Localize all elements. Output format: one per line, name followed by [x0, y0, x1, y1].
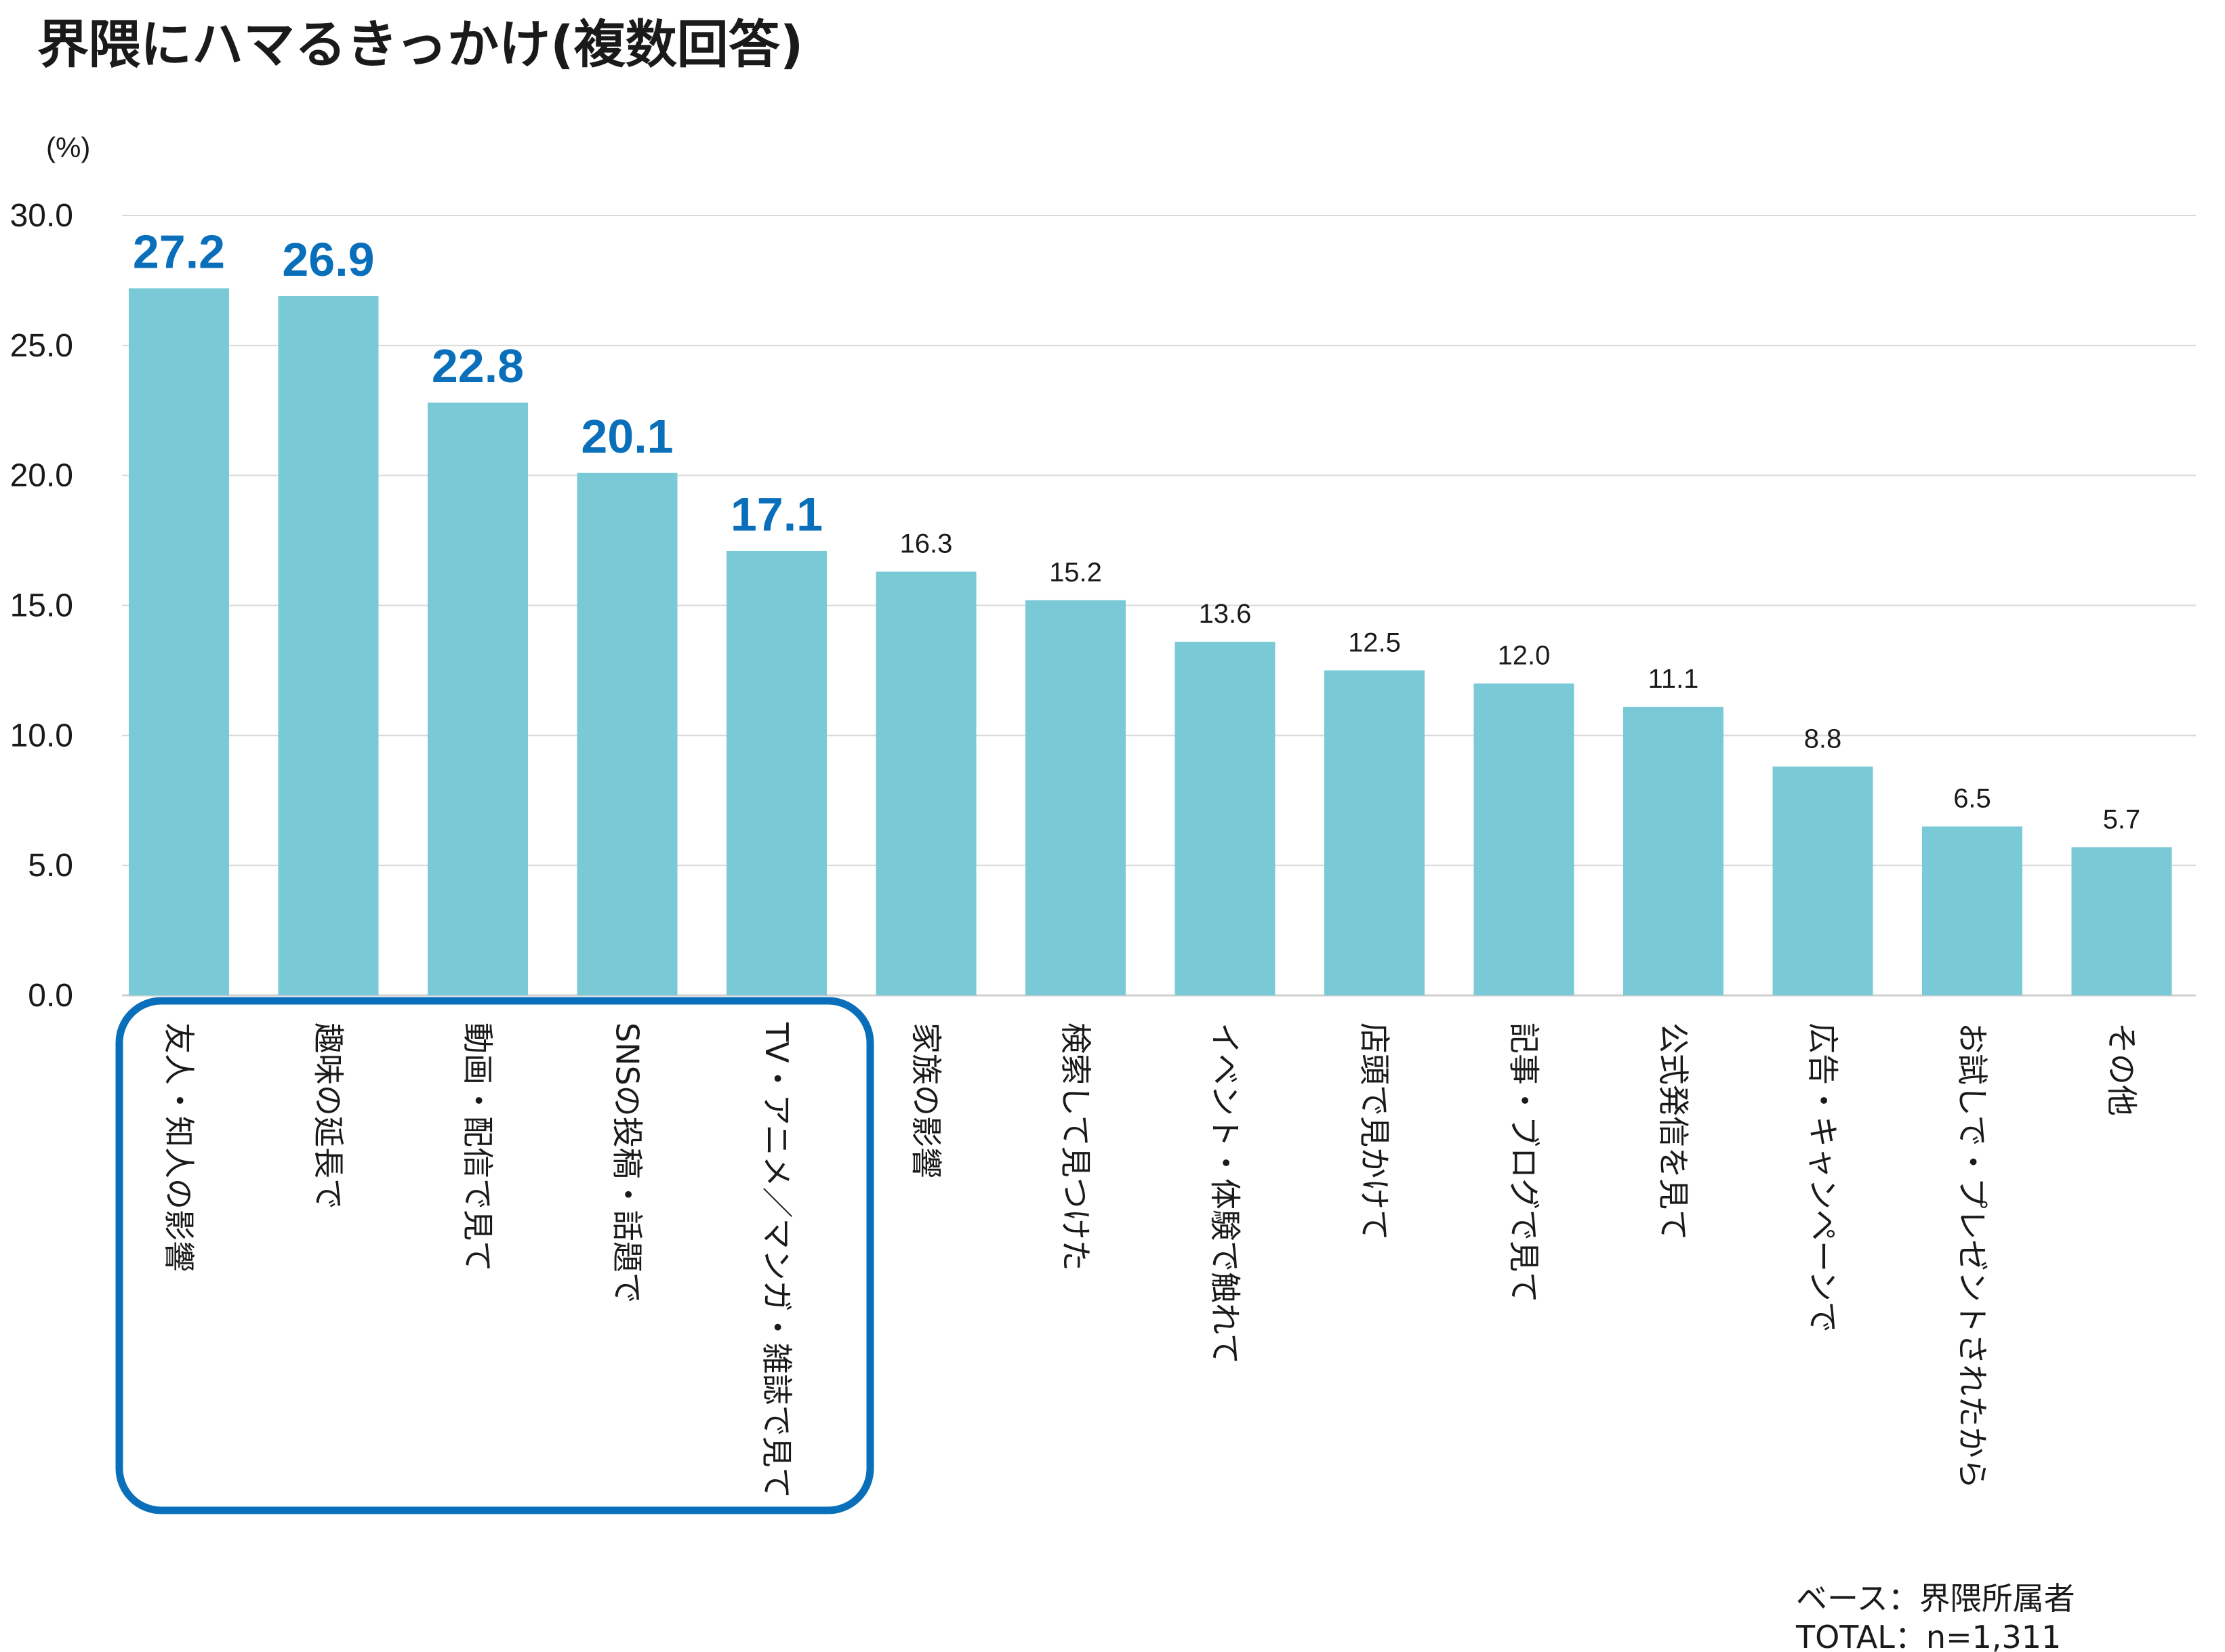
value-labels: 27.2 26.9 22.8 20.1 17.1 16.3 15.2 13.6 12.5 12.0…: [133, 225, 2140, 834]
bar: [577, 472, 678, 995]
footnote-base: ベース：界隈所属者: [1796, 1580, 2075, 1617]
category-label: 広告・キャンペーンで: [1805, 1023, 1841, 1333]
value-label-highlight: 20.1: [581, 410, 673, 463]
bar: [1772, 766, 1873, 995]
value-label: 13.6: [1199, 599, 1252, 629]
value-label: 12.5: [1348, 627, 1401, 657]
value-label: 11.1: [1648, 664, 1699, 694]
category-label: 趣味の延長で: [310, 1023, 347, 1210]
y-axis-unit: (%): [46, 131, 90, 163]
bar: [1623, 707, 1723, 995]
category-label: 店頭で見かけて: [1356, 1023, 1393, 1241]
value-label-highlight: 17.1: [731, 488, 823, 541]
category-label: 検索して見つけた: [1057, 1023, 1094, 1271]
y-tick-label: 5.0: [28, 848, 73, 884]
bar: [1473, 683, 1574, 995]
y-tick-label: 10.0: [10, 718, 73, 753]
y-tick-label: 20.0: [10, 458, 73, 494]
value-label: 12.0: [1498, 641, 1551, 671]
chart-title: 界隈にハマるきっかけ(複数回答): [37, 14, 803, 75]
y-axis-ticks: 0.0 5.0 10.0 15.0 20.0 25.0 30.0: [10, 198, 73, 1014]
bar: [876, 571, 977, 995]
category-label: イベント・体験で触れて: [1207, 1023, 1244, 1365]
category-label: 家族の影響: [908, 1023, 945, 1178]
bars: [129, 288, 2172, 996]
value-label: 8.8: [1804, 724, 1842, 753]
bar: [1025, 600, 1126, 995]
bar: [1324, 670, 1425, 995]
footnote-total: TOTAL：n=1,311: [1795, 1619, 2061, 1652]
value-label-highlight: 22.8: [432, 339, 524, 392]
category-label: 動画・配信で見て: [460, 1023, 496, 1272]
y-tick-label: 15.0: [10, 588, 73, 624]
category-label: お試しで・プレゼントされたから: [1954, 1023, 1991, 1489]
bar: [428, 402, 528, 995]
value-label: 6.5: [1953, 784, 1991, 814]
category-label: 公式発信を見て: [1655, 1023, 1692, 1241]
category-label: TV・アニメ／マンガ・雑誌で見て: [758, 1022, 795, 1499]
y-tick-label: 25.0: [10, 328, 73, 364]
highlight-box: [115, 997, 874, 1514]
bar: [278, 295, 379, 996]
value-label-highlight: 27.2: [133, 225, 225, 278]
y-tick-label: 0.0: [28, 978, 73, 1014]
bar: [727, 550, 827, 995]
value-label: 16.3: [900, 529, 953, 559]
bar: [1922, 826, 2022, 995]
bar: [2071, 847, 2172, 995]
y-tick-label: 30.0: [10, 198, 73, 234]
category-labels: 友人・知人の影響 趣味の延長で 動画・配信で見て SNSの投稿・話題で TV・アニメ／マ…: [161, 1022, 2140, 1499]
bar: [1175, 642, 1275, 995]
value-label: 5.7: [2103, 804, 2141, 834]
category-label: SNSの投稿・話題で: [609, 1023, 646, 1304]
bar: [129, 288, 229, 996]
value-label: 15.2: [1049, 558, 1102, 587]
category-label: その他: [2104, 1023, 2140, 1116]
category-label: 記事・ブログで見て: [1506, 1023, 1543, 1303]
value-label-highlight: 26.9: [282, 233, 374, 286]
category-label: 友人・知人の影響: [161, 1023, 197, 1272]
